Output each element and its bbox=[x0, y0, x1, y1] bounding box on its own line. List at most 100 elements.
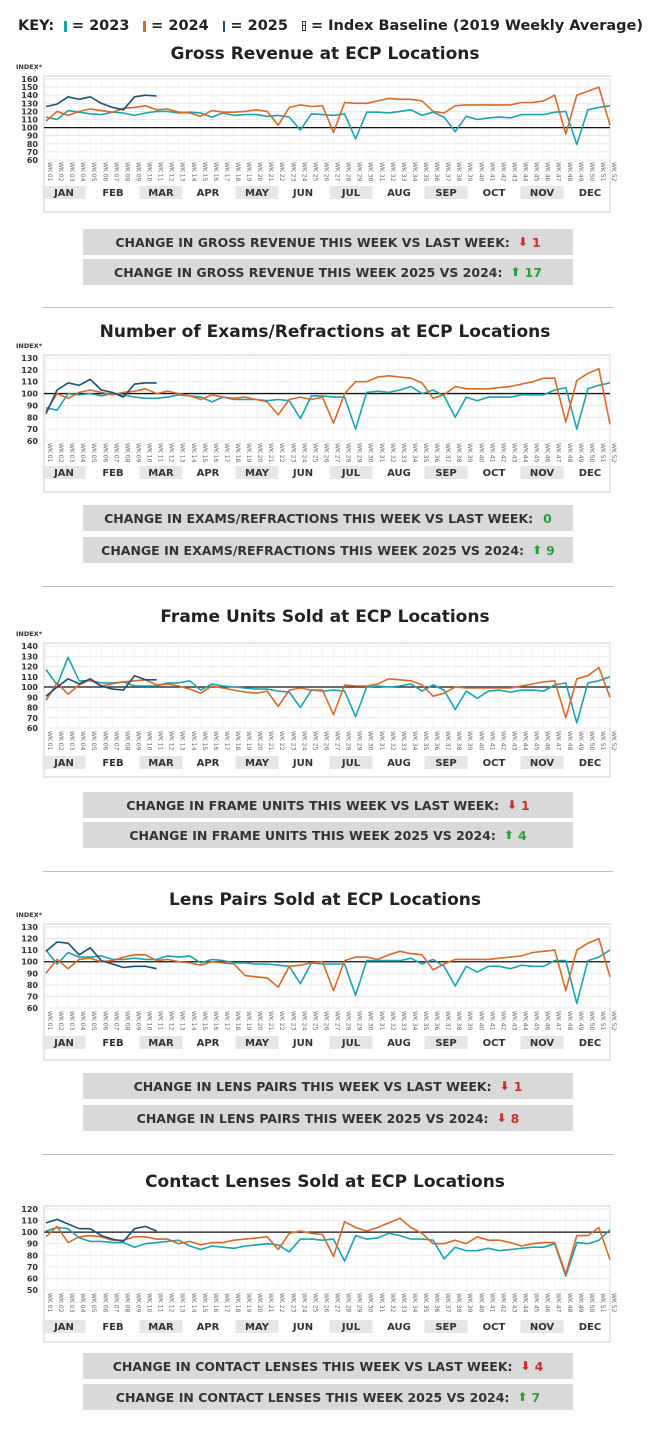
x-tick-label: WK 02 bbox=[57, 162, 64, 182]
month-label: JAN bbox=[53, 758, 74, 769]
arrow-up-icon: ⬆ bbox=[503, 828, 514, 842]
stat-row: CHANGE IN FRAME UNITS THIS WEEK VS LAST … bbox=[83, 792, 573, 818]
y-tick-label: 60 bbox=[27, 1274, 39, 1283]
x-tick-label: WK 27 bbox=[334, 1293, 341, 1313]
x-tick-label: WK 17 bbox=[223, 1293, 230, 1313]
x-tick-label: WK 35 bbox=[422, 443, 429, 463]
x-tick-label: WK 41 bbox=[488, 162, 495, 182]
y-tick-label: 80 bbox=[27, 981, 39, 990]
chart-section-3: Frame Units Sold at ECP Locations 60 70 80 9… bbox=[0, 607, 650, 877]
x-tick-label: WK 25 bbox=[311, 731, 318, 751]
y-tick-label: 130 bbox=[21, 652, 38, 661]
series-line-2025 bbox=[45, 94, 157, 111]
arrow-down-icon: ⬇ bbox=[506, 798, 518, 812]
chart-title: Lens Pairs Sold at ECP Locations bbox=[169, 890, 481, 910]
y-tick-label: 120 bbox=[21, 366, 38, 375]
y-tick-label: 130 bbox=[21, 99, 38, 108]
x-tick-label: WK 32 bbox=[389, 731, 396, 751]
section-divider bbox=[43, 1154, 613, 1155]
stat-row: CHANGE IN LENS PAIRS THIS WEEK 2025 VS 2… bbox=[83, 1105, 573, 1131]
x-tick-label: WK 12 bbox=[168, 1293, 175, 1313]
x-tick-label: WK 42 bbox=[499, 162, 506, 182]
x-tick-label: WK 51 bbox=[599, 731, 606, 751]
arrow-up-icon: ⬆ bbox=[532, 543, 543, 557]
x-tick-label: WK 03 bbox=[68, 443, 75, 463]
x-tick-label: WK 35 bbox=[422, 1011, 429, 1031]
month-label: JUL bbox=[341, 758, 361, 769]
month-band bbox=[139, 186, 183, 199]
x-tick-label: WK 04 bbox=[79, 443, 86, 463]
y-tick-label: 130 bbox=[21, 923, 38, 932]
stat-label: CHANGE IN LENS PAIRS THIS WEEK 2025 VS 2… bbox=[136, 1110, 489, 1126]
month-band bbox=[42, 756, 86, 769]
x-tick-label: WK 26 bbox=[322, 443, 329, 463]
x-tick-label: WK 03 bbox=[68, 162, 75, 182]
stat-label: CHANGE IN FRAME UNITS THIS WEEK 2025 VS … bbox=[129, 827, 496, 843]
month-label: DEC bbox=[579, 188, 601, 199]
series-line-2024 bbox=[45, 937, 611, 992]
x-tick-label: WK 20 bbox=[256, 162, 263, 182]
x-tick-label: WK 26 bbox=[322, 731, 329, 751]
x-tick-label: WK 01 bbox=[46, 731, 53, 751]
y-tick-label: 80 bbox=[27, 704, 39, 713]
x-tick-label: WK 04 bbox=[79, 162, 86, 182]
x-tick-label: WK 24 bbox=[300, 1293, 307, 1313]
x-tick-label: WK 46 bbox=[544, 162, 551, 182]
x-tick-label: WK 24 bbox=[300, 1011, 307, 1031]
series-line-2024 bbox=[45, 666, 611, 719]
x-tick-label: WK 26 bbox=[322, 162, 329, 182]
x-tick-label: WK 31 bbox=[378, 731, 385, 751]
x-tick-label: WK 30 bbox=[367, 1011, 374, 1031]
stat-value: 8 bbox=[510, 1110, 520, 1126]
month-band bbox=[139, 1320, 183, 1333]
x-tick-label: WK 26 bbox=[322, 1293, 329, 1313]
x-tick-label: WK 27 bbox=[334, 1011, 341, 1031]
x-tick-label: WK 32 bbox=[389, 1293, 396, 1313]
month-label: JUN bbox=[292, 188, 313, 199]
y-tick-label: 140 bbox=[21, 91, 38, 100]
x-tick-label: WK 08 bbox=[123, 162, 130, 182]
series-line-2024 bbox=[45, 367, 611, 425]
month-label: NOV bbox=[530, 1038, 555, 1049]
key-label: KEY: bbox=[18, 18, 55, 34]
x-tick-label: WK 49 bbox=[577, 162, 584, 182]
x-tick-label: WK 21 bbox=[267, 1011, 274, 1031]
x-tick-label: WK 24 bbox=[300, 162, 307, 182]
series-line-2025 bbox=[45, 941, 157, 970]
x-tick-label: WK 36 bbox=[433, 443, 440, 463]
x-tick-label: WK 35 bbox=[422, 1293, 429, 1313]
x-tick-label: WK 45 bbox=[533, 1011, 540, 1031]
legend-swatch-2024 bbox=[143, 20, 147, 32]
x-tick-label: WK 41 bbox=[488, 1011, 495, 1031]
month-label: OCT bbox=[483, 758, 506, 769]
month-label: MAR bbox=[148, 468, 174, 479]
month-band bbox=[235, 1036, 279, 1049]
x-tick-label: WK 48 bbox=[566, 443, 573, 463]
x-tick-label: WK 36 bbox=[433, 1293, 440, 1313]
month-label: DEC bbox=[579, 758, 601, 769]
x-tick-label: WK 52 bbox=[610, 731, 617, 751]
y-axis-label: INDEX* bbox=[16, 63, 43, 71]
arrow-up-icon: ⬆ bbox=[517, 1390, 528, 1404]
month-label: APR bbox=[197, 1038, 220, 1049]
stat-value: 1 bbox=[521, 797, 530, 813]
x-tick-label: WK 20 bbox=[256, 1293, 263, 1313]
x-tick-label: WK 10 bbox=[146, 731, 153, 751]
y-tick-label: 100 bbox=[21, 958, 38, 967]
month-band bbox=[424, 466, 468, 479]
x-tick-label: WK 28 bbox=[345, 443, 352, 463]
month-band bbox=[235, 186, 279, 199]
x-tick-label: WK 13 bbox=[179, 162, 186, 182]
x-tick-label: WK 07 bbox=[112, 1011, 119, 1031]
x-tick-label: WK 32 bbox=[389, 1011, 396, 1031]
x-tick-label: WK 30 bbox=[367, 731, 374, 751]
x-tick-label: WK 42 bbox=[499, 1011, 506, 1031]
stat-label: CHANGE IN GROSS REVENUE THIS WEEK 2025 V… bbox=[114, 264, 503, 280]
x-tick-label: WK 23 bbox=[289, 1293, 296, 1313]
month-label: JUL bbox=[341, 188, 361, 199]
section-divider bbox=[43, 586, 613, 587]
x-tick-label: WK 03 bbox=[68, 1011, 75, 1031]
x-tick-label: WK 43 bbox=[510, 731, 517, 751]
month-label: MAY bbox=[245, 188, 270, 199]
x-tick-label: WK 38 bbox=[455, 1011, 462, 1031]
